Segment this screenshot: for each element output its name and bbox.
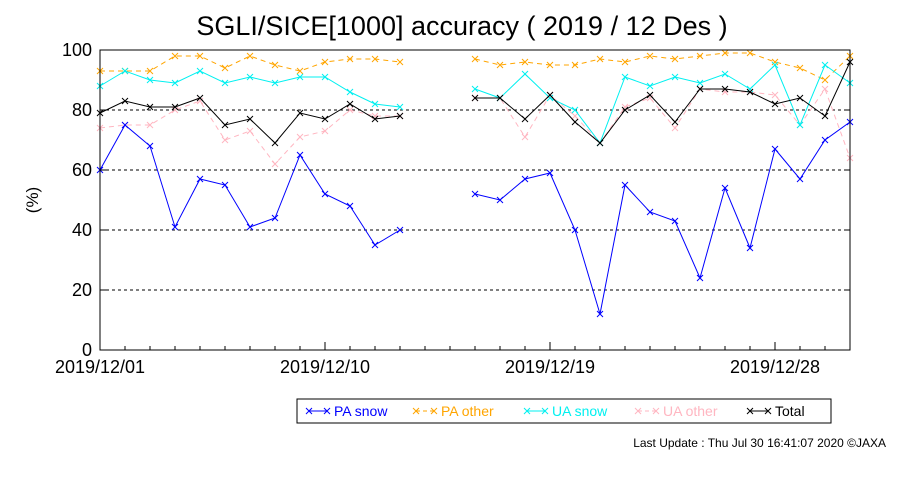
legend-item-ua-snow: UA snow bbox=[523, 403, 608, 419]
y-tick-label: 40 bbox=[72, 220, 92, 240]
legend-item-pa-snow: PA snow bbox=[305, 403, 388, 419]
y-tick-label: 0 bbox=[82, 340, 92, 360]
x-tick-label: 2019/12/01 bbox=[55, 357, 145, 377]
data-point bbox=[821, 85, 829, 93]
data-point bbox=[621, 58, 629, 66]
series-pa-snow bbox=[96, 118, 854, 318]
legend-marker bbox=[430, 407, 438, 415]
legend-label: PA snow bbox=[334, 403, 388, 419]
series-line bbox=[474, 64, 851, 145]
y-tick-label: 100 bbox=[62, 40, 92, 60]
legend-marker bbox=[634, 407, 642, 415]
axes: 0 20 40 60 80 100 2019/12/01 2019/12/10 2019/12/… bbox=[55, 40, 851, 377]
x-tick-label: 2019/12/19 bbox=[505, 357, 595, 377]
data-point bbox=[271, 61, 279, 69]
legend-marker bbox=[323, 407, 331, 415]
series-pa-other bbox=[96, 49, 854, 84]
y-tick-label: 80 bbox=[72, 100, 92, 120]
data-point bbox=[171, 52, 179, 60]
data-point bbox=[771, 58, 779, 66]
data-point bbox=[171, 106, 179, 114]
data-point bbox=[196, 52, 204, 60]
data-point bbox=[646, 52, 654, 60]
y-tick-label: 20 bbox=[72, 280, 92, 300]
series-line bbox=[475, 87, 851, 159]
series-total bbox=[96, 58, 854, 147]
legend-label: UA other bbox=[663, 403, 718, 419]
legend-marker bbox=[412, 407, 420, 415]
legend: PA snow PA other UA snow UA other Total bbox=[296, 398, 832, 424]
legend-marker bbox=[541, 407, 549, 415]
series-line bbox=[474, 121, 851, 315]
data-point bbox=[221, 136, 229, 144]
data-point bbox=[221, 64, 229, 72]
data-point bbox=[521, 133, 529, 141]
last-update-footer: Last Update : Thu Jul 30 16:41:07 2020 ©… bbox=[633, 436, 886, 450]
legend-marker bbox=[652, 407, 660, 415]
legend-marker bbox=[764, 407, 772, 415]
data-point bbox=[246, 52, 254, 60]
legend-marker bbox=[305, 407, 313, 415]
x-tick-label: 2019/12/28 bbox=[730, 357, 820, 377]
x-tick-label: 2019/12/10 bbox=[280, 357, 370, 377]
legend-item-pa-other: PA other bbox=[412, 403, 494, 419]
data-point bbox=[521, 58, 529, 66]
series-line bbox=[99, 100, 400, 165]
series-line bbox=[99, 97, 401, 144]
data-point bbox=[496, 61, 504, 69]
data-point bbox=[396, 58, 404, 66]
series-layer bbox=[96, 49, 854, 318]
data-point bbox=[746, 49, 754, 57]
legend-item-ua-other: UA other bbox=[634, 403, 718, 419]
data-point bbox=[796, 64, 804, 72]
series-ua-snow bbox=[96, 61, 854, 147]
y-axis-label: (%) bbox=[23, 187, 42, 213]
series-line bbox=[99, 124, 401, 246]
series-line bbox=[475, 61, 851, 144]
chart-title: SGLI/SICE[1000] accuracy ( 2019 / 12 Des… bbox=[196, 11, 727, 41]
series-line bbox=[99, 70, 401, 108]
data-point bbox=[146, 121, 154, 129]
legend-marker bbox=[523, 407, 531, 415]
y-tick-label: 60 bbox=[72, 160, 92, 180]
legend-marker bbox=[746, 407, 754, 415]
legend-item-total: Total bbox=[746, 403, 805, 419]
plot-frame bbox=[99, 49, 851, 351]
legend-label: Total bbox=[775, 403, 805, 419]
series-line bbox=[100, 55, 401, 72]
legend-label: PA other bbox=[441, 403, 494, 419]
legend-label: UA snow bbox=[552, 403, 608, 419]
grid-lines bbox=[100, 109, 850, 291]
legend-box bbox=[296, 398, 832, 424]
series-line bbox=[474, 52, 851, 81]
